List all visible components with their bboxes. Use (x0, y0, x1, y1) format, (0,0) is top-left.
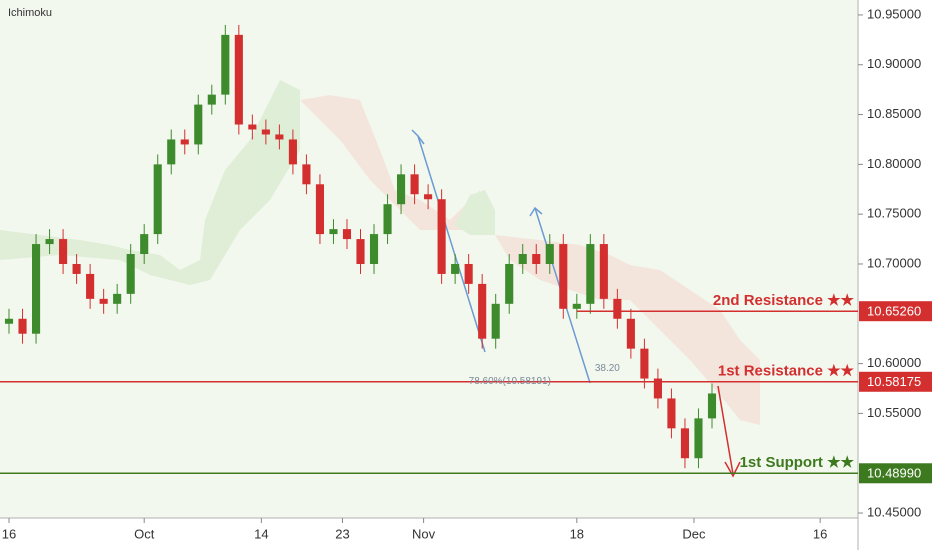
level-price-box (859, 463, 932, 484)
level-name: 1st Resistance ★★ (718, 363, 855, 380)
candle-body (329, 229, 338, 235)
target-arrow (717, 385, 741, 478)
candle-body (234, 34, 243, 125)
y-tick-label: 10.45000 (867, 504, 921, 519)
level-price-box (859, 301, 932, 322)
candle-body (667, 398, 676, 429)
candle-body (59, 239, 68, 264)
level-price-label: 10.65260 (867, 304, 921, 319)
candle-body (626, 318, 635, 349)
x-tick-label: 16 (813, 526, 827, 541)
y-tick-label: 10.60000 (867, 355, 921, 370)
arrow (417, 135, 486, 353)
candle-body (275, 134, 284, 140)
arrow-head (724, 461, 741, 478)
level-price-label: 10.58175 (867, 374, 921, 389)
time-axis-background (0, 518, 858, 550)
candle-body (45, 239, 54, 245)
candle-body (572, 303, 581, 309)
level-price-label: 10.48990 (867, 466, 921, 481)
candle-body (505, 263, 514, 304)
candle-body (72, 263, 81, 274)
y-tick-label: 10.55000 (867, 405, 921, 420)
x-tick-label: Oct (134, 526, 155, 541)
candle-body (315, 184, 325, 235)
candle-body (288, 139, 297, 165)
candle-body (86, 273, 95, 299)
candle-body (194, 104, 203, 145)
y-tick-label: 10.95000 (867, 6, 921, 21)
candle-body (167, 139, 176, 165)
candle-body (532, 254, 541, 264)
y-tick-label: 10.70000 (867, 255, 921, 270)
candle-body (559, 244, 568, 309)
candle-body (342, 229, 352, 240)
candle-body (653, 378, 662, 399)
candle-body (369, 234, 379, 264)
candle-body (113, 293, 122, 304)
x-tick-label: Dec (682, 526, 706, 541)
arrow-head (529, 206, 543, 217)
x-tick-label: 23 (335, 526, 349, 541)
x-tick-label: 18 (570, 526, 584, 541)
y-tick-label: 10.75000 (867, 206, 921, 221)
annotation: 78.60%(10.58191) (469, 376, 551, 387)
arrow (717, 385, 734, 475)
level-name: 2nd Resistance ★★ (713, 292, 855, 309)
candle-body (126, 254, 135, 294)
level-price-box (859, 371, 932, 392)
candle-body (613, 298, 622, 319)
annotation: 38.20 (595, 363, 620, 374)
candle-body (451, 263, 460, 274)
candle-body (31, 244, 41, 334)
candle-body (518, 254, 527, 264)
y-tick-label: 10.80000 (867, 156, 921, 171)
x-tick-label: 16 (2, 526, 16, 541)
candle-body (640, 348, 649, 379)
candle-body (18, 318, 27, 334)
x-tick-label: 14 (254, 526, 268, 541)
arrow-head (411, 129, 425, 145)
candle-body (680, 428, 690, 459)
candle-body (180, 139, 189, 145)
candle-body (599, 244, 608, 299)
candle-body (478, 283, 487, 339)
y-tick-label: 10.85000 (867, 106, 921, 121)
candle-body (397, 174, 406, 205)
candle-body (707, 393, 717, 419)
candle-body (437, 199, 446, 274)
candle-body (261, 129, 270, 135)
candle-body (221, 34, 230, 95)
candle-body (410, 174, 419, 195)
candle-body (424, 194, 433, 200)
candle-body (4, 318, 14, 324)
candle-body (356, 239, 365, 264)
candle-body (248, 124, 257, 130)
candle-body (207, 94, 216, 105)
candle-body (464, 263, 473, 284)
indicator-label: Ichimoku (8, 7, 52, 19)
candle-body (694, 418, 703, 459)
candle-body (302, 164, 311, 185)
x-tick-label: Nov (412, 526, 436, 541)
candle-body (491, 303, 500, 339)
candle-body (140, 234, 149, 255)
candle-body (545, 244, 554, 264)
candle-body (153, 164, 162, 235)
price-axis-background (858, 0, 932, 550)
y-tick-label: 10.90000 (867, 56, 921, 71)
candle-body (383, 204, 392, 235)
candle-body (99, 298, 108, 304)
level-name: 1st Support ★★ (740, 454, 855, 471)
candle-body (586, 244, 595, 304)
